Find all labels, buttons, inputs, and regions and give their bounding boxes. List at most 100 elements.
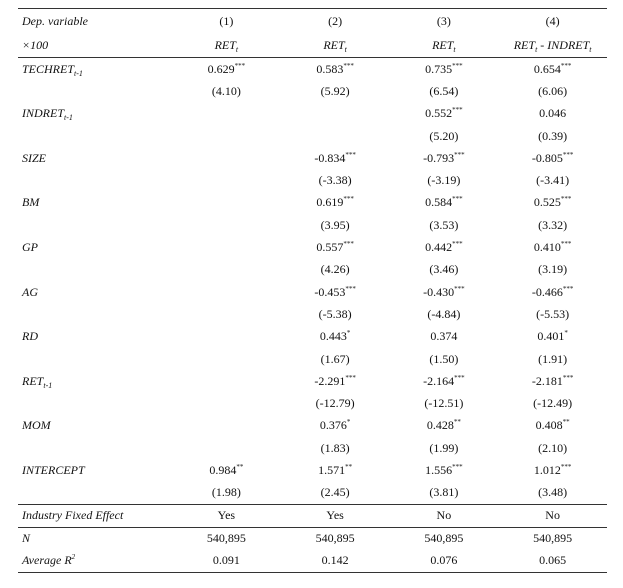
- row-label: TECHRETt-1: [18, 58, 172, 81]
- table-cell: 0.091: [172, 549, 281, 573]
- table-cell: No: [498, 503, 607, 528]
- table-cell: (1.99): [390, 437, 499, 459]
- table-cell: -0.834***: [281, 147, 390, 169]
- table-cell: 0.629***: [172, 58, 281, 81]
- table-cell: (1.91): [498, 348, 607, 370]
- coefficient: -0.805: [531, 150, 563, 165]
- table-cell: 0.428**: [390, 415, 499, 437]
- t-statistic: (-12.51): [424, 396, 464, 411]
- subscript: t-1: [43, 380, 53, 390]
- coefficient: -2.164: [423, 373, 455, 388]
- table-cell: (3.32): [498, 214, 607, 236]
- significance-stars: ***: [454, 284, 465, 293]
- table-cell: -2.291***: [281, 370, 390, 392]
- table-cell: (5.20): [390, 125, 499, 147]
- text: Average R: [22, 553, 72, 568]
- t-statistic: (1.83): [320, 440, 350, 455]
- table-cell: RETt: [172, 33, 281, 58]
- subscript: t: [453, 44, 456, 54]
- footer-value: Yes: [326, 508, 344, 523]
- table-cell: (4.26): [281, 259, 390, 281]
- footer-value: 0.142: [321, 553, 349, 568]
- table-row: (-3.38) (-3.19) (-3.41): [18, 169, 607, 191]
- table-cell: (3.19): [498, 259, 607, 281]
- footer-value: 540,895: [424, 531, 464, 546]
- coefficient: 0.584: [425, 195, 453, 210]
- table-cell: 1.012***: [498, 459, 607, 481]
- coefficient: -0.793: [423, 150, 455, 165]
- coefficient: -0.430: [423, 284, 455, 299]
- table-cell: RETt: [389, 33, 499, 58]
- coefficient: 0.443: [319, 329, 347, 344]
- t-statistic: (6.06): [538, 83, 568, 98]
- table-row: (1.98) (2.45) (3.81) (3.48): [18, 482, 607, 505]
- regression-table: Dep. variable (1) (2) (3) (4) ×100 RETt RETt RET…: [18, 8, 607, 573]
- footer-value: Yes: [217, 508, 236, 523]
- subscript: t: [235, 44, 239, 54]
- table-row: ×100 RETt RETt RETt RETt - INDRETt: [18, 33, 607, 58]
- table-row: RD 0.443* 0.374 0.401*: [18, 326, 607, 348]
- text: (2): [328, 13, 343, 28]
- table-cell: (0.39): [498, 125, 607, 147]
- row-label: AG: [18, 281, 172, 303]
- row-label: [18, 437, 172, 459]
- table-cell: 0.374: [390, 326, 499, 348]
- table-cell: -0.453***: [281, 281, 390, 303]
- coefficient: 0.046: [539, 106, 567, 121]
- row-label: [18, 303, 172, 325]
- significance-stars: ***: [345, 150, 356, 159]
- t-statistic: (-12.49): [533, 396, 573, 411]
- significance-stars: ***: [560, 195, 572, 204]
- table-cell: 0.654***: [498, 58, 607, 81]
- table-cell: 0.984**: [172, 459, 281, 481]
- t-statistic: (-4.84): [427, 306, 461, 321]
- table-cell: (-5.38): [281, 303, 390, 325]
- table-cell: (3.48): [498, 482, 607, 505]
- footer-value: 0.091: [212, 553, 240, 568]
- table-cell: RETt - INDRETt: [498, 33, 607, 58]
- table-row: INDRETt-1 0.552*** 0.046: [18, 103, 607, 125]
- significance-stars: ***: [454, 373, 465, 382]
- coefficient: 0.428: [426, 418, 454, 433]
- coefficient: 0.654: [533, 61, 561, 76]
- t-statistic: (-5.38): [318, 306, 352, 321]
- text: RET: [323, 37, 345, 52]
- row-label: ×100: [18, 33, 172, 58]
- coefficient: 1.571: [318, 462, 346, 477]
- row-label: [18, 392, 172, 414]
- footer-value: No: [436, 508, 452, 523]
- table-row: Dep. variable (1) (2) (3) (4): [18, 8, 607, 33]
- table-cell: (5.92): [281, 80, 390, 102]
- text: (3): [436, 13, 451, 28]
- coefficient: 0.408: [535, 418, 563, 433]
- table-cell: -0.466***: [498, 281, 607, 303]
- subscript: t-1: [74, 68, 83, 78]
- table-cell: [172, 103, 281, 125]
- significance-stars: ***: [560, 240, 572, 249]
- text: Industry Fixed Effect: [22, 508, 124, 523]
- t-statistic: (1.67): [320, 351, 350, 366]
- t-statistic: (3.48): [538, 485, 568, 500]
- row-label: Dep. variable: [18, 8, 172, 33]
- table-cell: RETt: [280, 33, 390, 58]
- text: RET: [214, 37, 236, 52]
- table-cell: 0.557***: [281, 236, 390, 258]
- text: (4): [545, 13, 560, 28]
- table-cell: (3.81): [390, 482, 499, 505]
- table-cell: (4): [498, 8, 607, 33]
- table-cell: 0.076: [389, 549, 499, 573]
- superscript: 2: [71, 553, 76, 562]
- text: RET: [513, 37, 536, 52]
- page: {"header":{"row1":{"label":"Dep. variabl…: [0, 8, 623, 588]
- text: TECHRET: [22, 61, 75, 76]
- table-cell: 0.443*: [281, 326, 390, 348]
- table-cell: 0.619***: [281, 192, 390, 214]
- significance-stars: ***: [560, 462, 572, 471]
- t-statistic: (3.81): [429, 485, 459, 500]
- row-label: [18, 80, 172, 102]
- table-cell: 0.584***: [390, 192, 499, 214]
- footer-value: 540,895: [315, 531, 355, 546]
- row-label: MOM: [18, 415, 172, 437]
- t-statistic: (3.19): [538, 262, 568, 277]
- table-cell: [172, 147, 281, 169]
